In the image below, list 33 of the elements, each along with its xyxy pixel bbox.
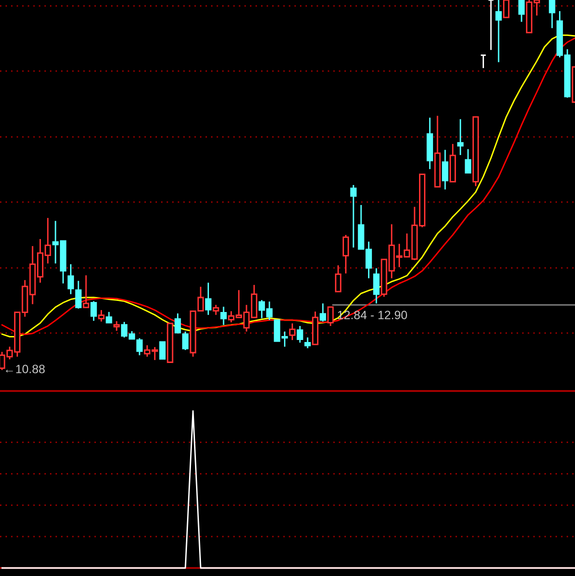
annotation: ←10.88 xyxy=(6,364,45,374)
candlestick xyxy=(518,0,525,23)
candlestick xyxy=(503,0,510,18)
candlestick xyxy=(75,280,82,310)
candlestick xyxy=(136,338,143,356)
candlestick xyxy=(334,264,342,292)
candlestick xyxy=(68,264,74,295)
candlestick xyxy=(296,325,304,344)
candlestick xyxy=(320,302,326,322)
candlestick xyxy=(113,320,120,332)
candlestick xyxy=(327,306,334,327)
candlestick xyxy=(464,148,472,174)
candlestick xyxy=(373,268,380,304)
candlestick xyxy=(289,322,296,341)
candlestick xyxy=(106,311,112,324)
candlestick xyxy=(205,282,212,316)
candlestick xyxy=(82,274,90,308)
candlestick xyxy=(548,0,556,29)
candlestick xyxy=(495,0,502,63)
candlestick xyxy=(442,149,448,190)
candlestick xyxy=(90,300,97,322)
candlestick xyxy=(98,309,105,322)
candlestick xyxy=(488,0,494,51)
candlestick xyxy=(304,336,311,349)
candlestick xyxy=(457,118,464,156)
candlestick xyxy=(350,184,357,248)
candlestick xyxy=(182,330,189,351)
candlestick xyxy=(212,304,220,316)
candlestick xyxy=(480,54,487,69)
candlestick xyxy=(159,341,166,360)
candlestick xyxy=(342,234,349,274)
candlestick xyxy=(174,312,181,334)
candlestick xyxy=(220,306,227,326)
